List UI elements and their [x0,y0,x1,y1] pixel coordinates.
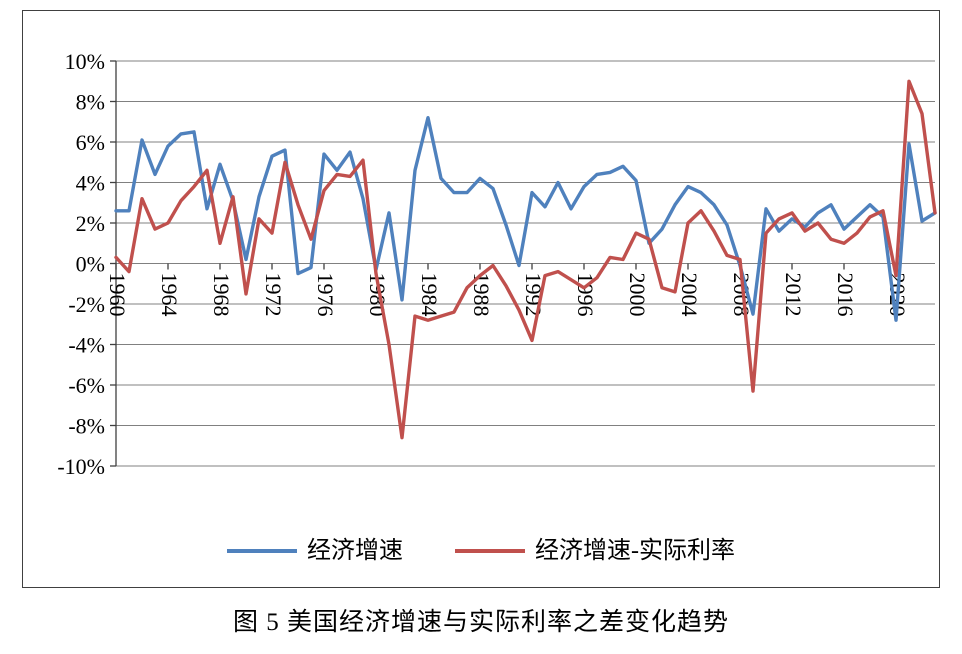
figure-frame: 10% 8% 6% 4% 2% 0% -2% -4% -6% -8% -10% 1960 1964 196… [22,10,940,588]
chart-legend: 经济增速 经济增速-实际利率 [23,539,939,563]
line-chart: 10% 8% 6% 4% 2% 0% -2% -4% -6% -8% -10% 1960 1964 196… [57,49,937,479]
svg-text:2%: 2% [76,211,105,236]
figure-caption: 图 5 美国经济增速与实际利率之差变化趋势 [232,609,729,636]
legend-item-growth: 经济增速 [227,539,403,563]
svg-text:1968: 1968 [209,273,234,317]
svg-text:1988: 1988 [469,273,494,317]
svg-text:-6%: -6% [68,373,105,398]
svg-text:-2%: -2% [68,292,105,317]
svg-text:1960: 1960 [105,273,130,317]
series-line-growth-minus-real-rate [114,79,937,440]
svg-text:1964: 1964 [157,273,182,317]
x-tick-labels: 1960 1964 1968 1972 1976 1980 1984 1988 1992 1996… [105,273,910,317]
svg-text:1972: 1972 [261,273,286,317]
legend-label-growth: 经济增速 [307,538,403,564]
svg-text:-8%: -8% [68,414,105,439]
legend-line-blue-icon [227,549,297,553]
svg-text:1984: 1984 [417,273,442,317]
legend-label-growth-minus-rate: 经济增速-实际利率 [535,538,735,564]
svg-text:2004: 2004 [677,273,702,317]
y-tick-labels: 10% 8% 6% 4% 2% 0% -2% -4% -6% -8% -10% [57,49,105,479]
legend-line-red-icon [455,549,525,553]
svg-text:0%: 0% [76,252,105,277]
svg-text:2016: 2016 [833,273,858,317]
svg-text:2012: 2012 [781,273,806,317]
svg-text:8%: 8% [76,90,105,115]
svg-text:2000: 2000 [625,273,650,317]
y-gridlines [116,60,935,467]
svg-text:6%: 6% [76,130,105,155]
svg-text:10%: 10% [65,49,105,74]
svg-text:-10%: -10% [57,454,105,479]
svg-text:1976: 1976 [313,273,338,317]
svg-text:4%: 4% [76,171,105,196]
legend-item-growth-minus-rate: 经济增速-实际利率 [455,539,735,563]
svg-text:-4%: -4% [68,333,105,358]
